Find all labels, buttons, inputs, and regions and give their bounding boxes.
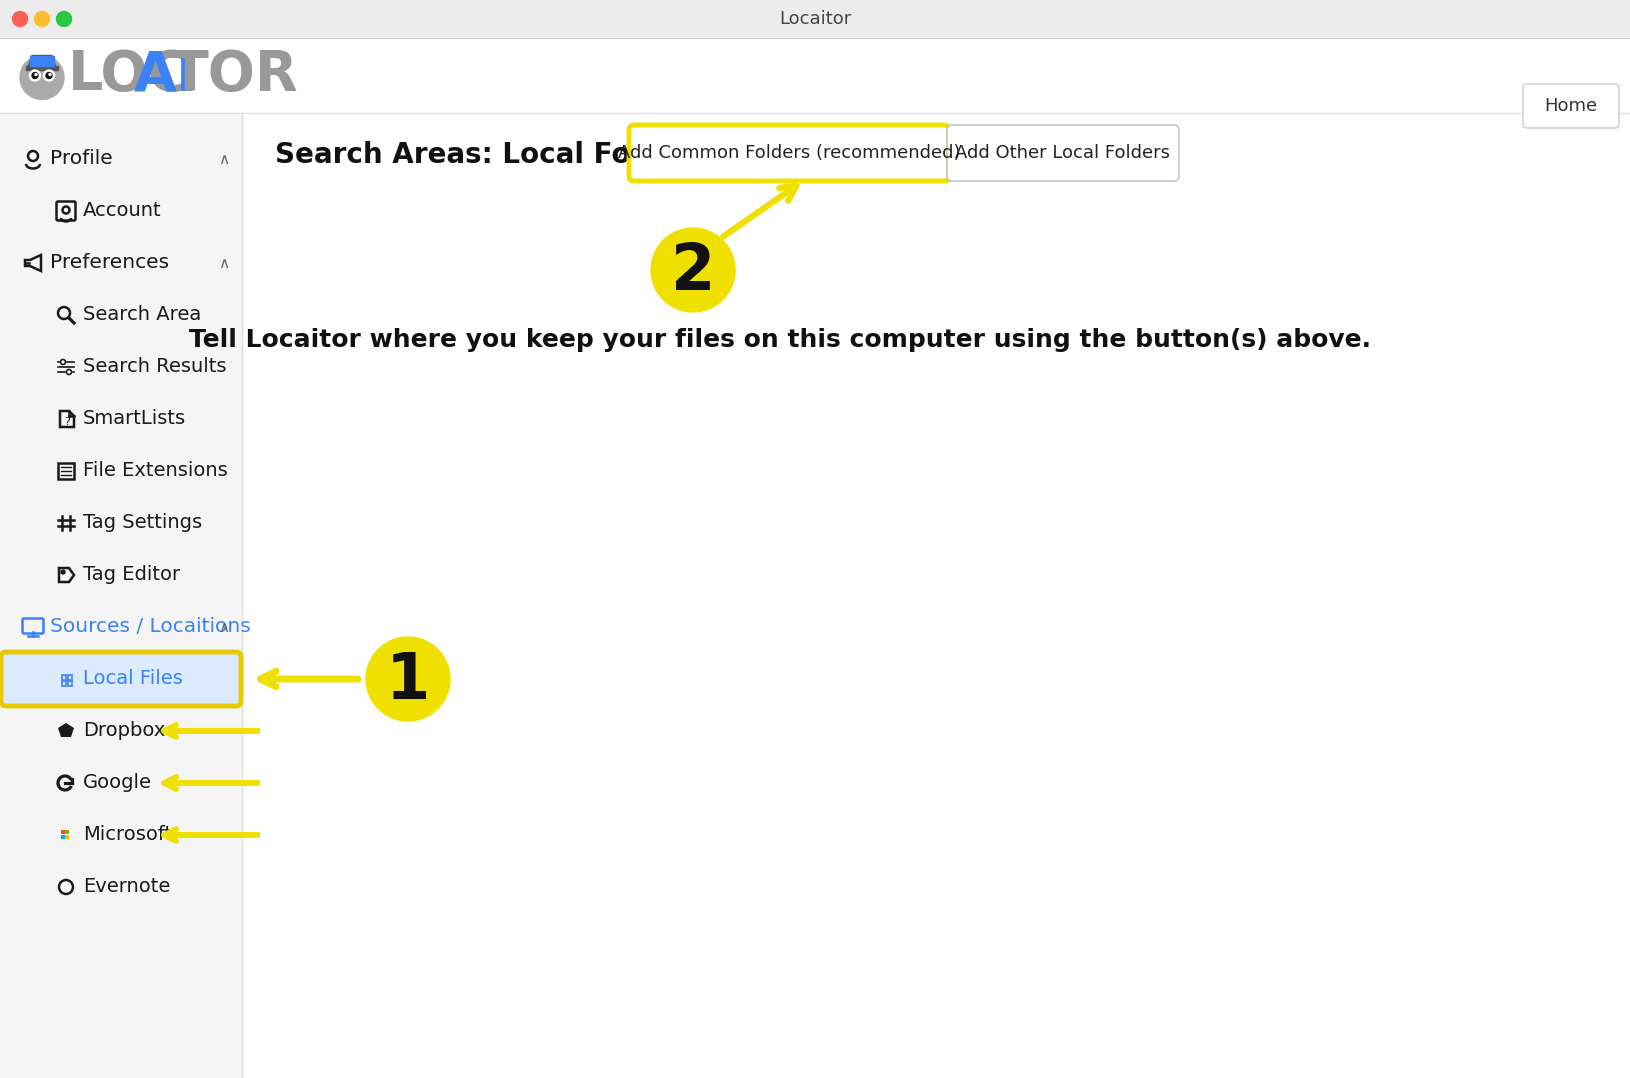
Text: Add Common Folders (recommended): Add Common Folders (recommended) (618, 144, 960, 162)
Bar (0, 38, 1630, 113)
Text: ∧: ∧ (218, 255, 230, 271)
FancyBboxPatch shape (2, 652, 241, 706)
Bar (0, 113, 241, 1078)
Text: ∧: ∧ (218, 620, 230, 635)
Bar (65, 834, 70, 839)
Bar (60, 834, 65, 839)
Text: Search Results: Search Results (83, 358, 227, 376)
Text: Local Files: Local Files (83, 669, 183, 689)
Circle shape (29, 70, 41, 81)
Text: ?: ? (64, 417, 70, 427)
Polygon shape (28, 55, 55, 68)
Text: Preferences: Preferences (51, 253, 170, 273)
Circle shape (34, 12, 49, 27)
Polygon shape (59, 723, 73, 737)
Text: LOC: LOC (68, 49, 189, 102)
Text: Account: Account (83, 202, 161, 221)
Bar (26, 66, 59, 69)
Text: Add Other Local Folders: Add Other Local Folders (955, 144, 1170, 162)
Bar (68, 675, 72, 679)
FancyBboxPatch shape (947, 125, 1178, 181)
Circle shape (20, 55, 64, 99)
Text: Sources / Locaitions: Sources / Locaitions (51, 618, 251, 636)
Circle shape (13, 12, 28, 27)
Circle shape (60, 570, 65, 573)
FancyBboxPatch shape (1522, 84, 1619, 128)
Text: Tell Locaitor where you keep your files on this computer using the button(s) abo: Tell Locaitor where you keep your files … (189, 328, 1371, 353)
Circle shape (49, 73, 51, 75)
Text: Tag Settings: Tag Settings (83, 513, 202, 533)
Bar (65, 830, 70, 834)
Text: Microsoft: Microsoft (83, 826, 173, 844)
Bar (68, 681, 72, 686)
Text: Home: Home (1544, 97, 1596, 115)
Bar (62, 681, 67, 686)
Text: Locaitor: Locaitor (779, 10, 851, 28)
Text: AI: AI (134, 49, 197, 102)
FancyBboxPatch shape (629, 125, 949, 181)
Circle shape (365, 637, 450, 721)
Text: Dropbox: Dropbox (83, 721, 165, 741)
Text: 2: 2 (670, 241, 714, 303)
Bar (62, 675, 67, 679)
Circle shape (57, 12, 72, 27)
Circle shape (33, 72, 37, 79)
Text: TOR: TOR (171, 49, 298, 102)
Text: Search Areas: Local Folders and Files: Search Areas: Local Folders and Files (275, 141, 859, 169)
Bar (60, 830, 65, 834)
Text: Search Area: Search Area (83, 305, 200, 324)
Text: 1: 1 (386, 650, 430, 711)
Text: ∧: ∧ (218, 152, 230, 166)
Circle shape (650, 229, 735, 312)
Circle shape (34, 73, 37, 75)
Circle shape (60, 359, 65, 364)
Circle shape (67, 370, 72, 374)
Bar (0, 0, 1630, 38)
Text: Evernote: Evernote (83, 877, 170, 897)
Text: SmartLists: SmartLists (83, 410, 186, 428)
Text: Profile: Profile (51, 150, 112, 168)
Text: Google: Google (83, 774, 152, 792)
Text: File Extensions: File Extensions (83, 461, 228, 481)
Circle shape (44, 70, 54, 81)
Circle shape (46, 72, 52, 79)
Text: Tag Editor: Tag Editor (83, 566, 179, 584)
Bar (29, 55, 54, 66)
